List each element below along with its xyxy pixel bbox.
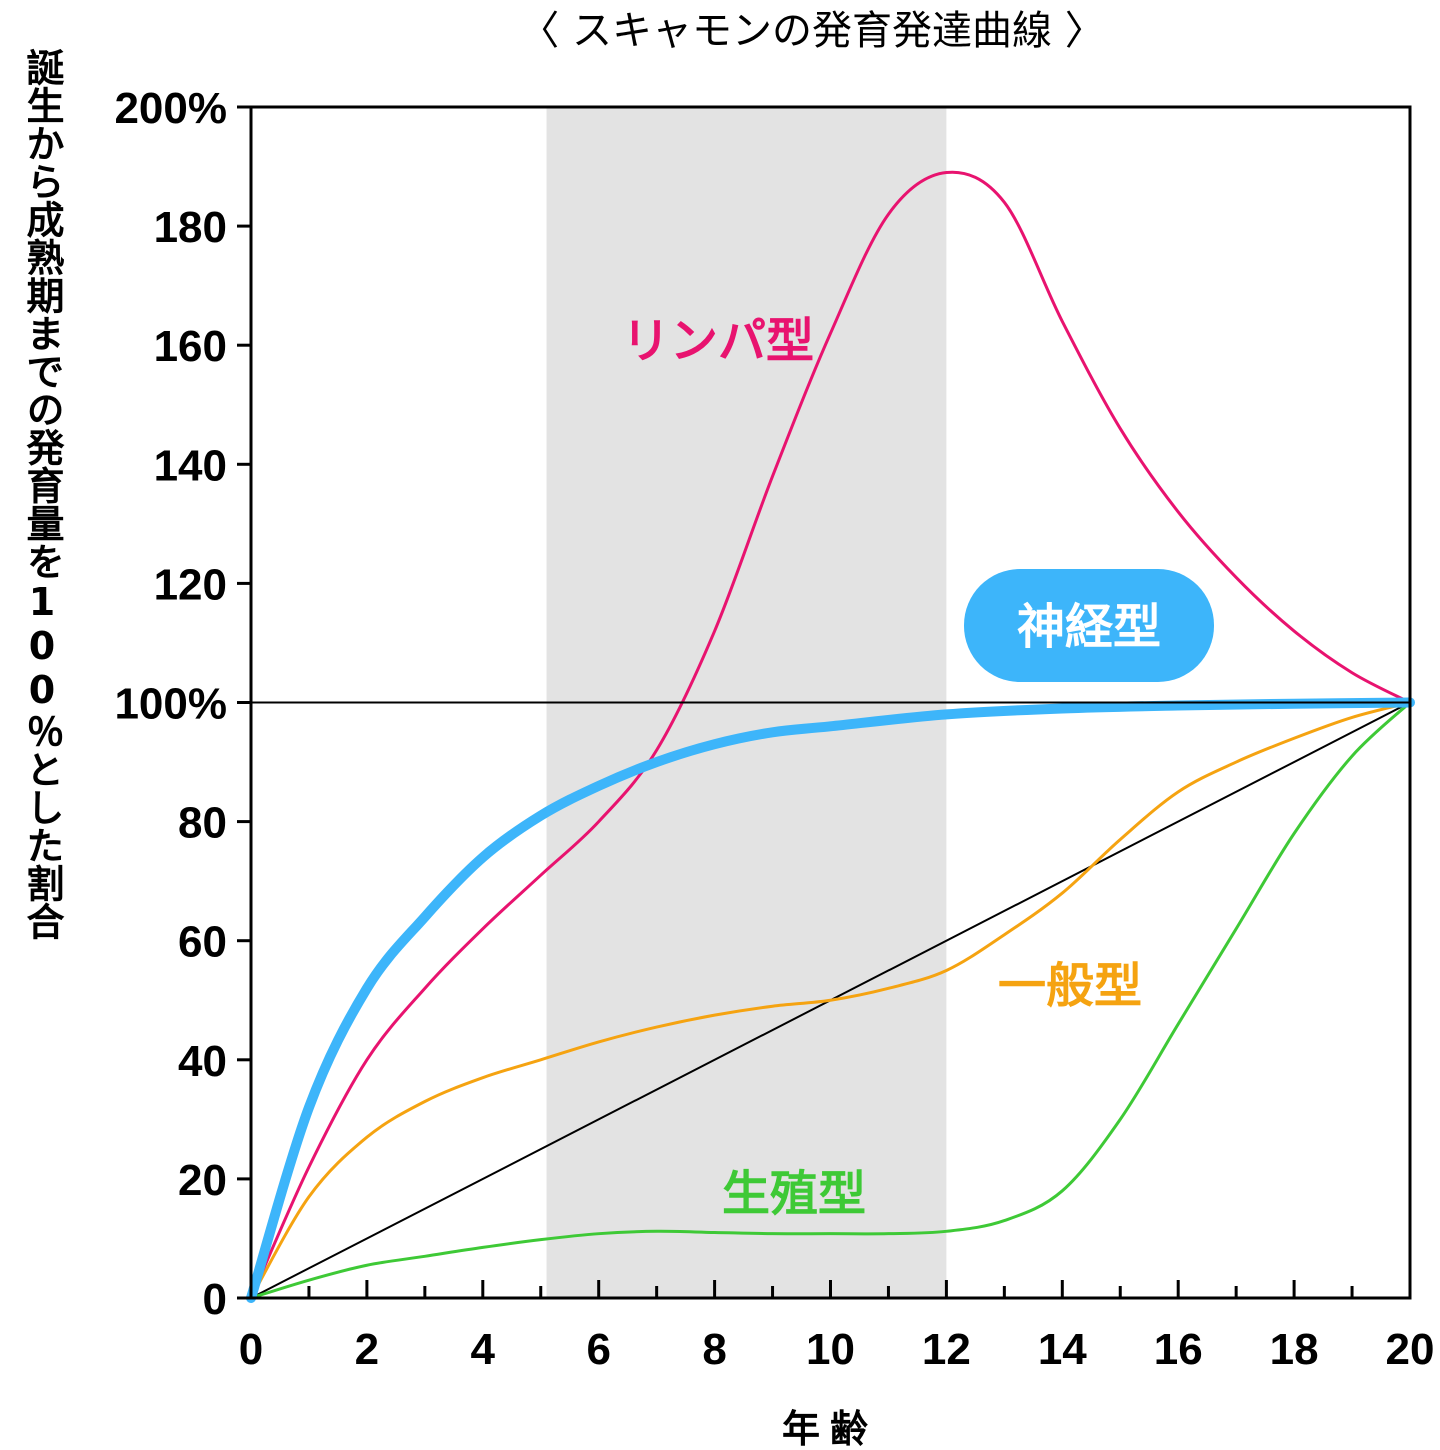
y-tick-label: 40 [178, 1037, 227, 1086]
y-tick-label: 180 [154, 203, 227, 252]
chart-title: 〈 スキャモンの発育発達曲線 〉 [519, 8, 1104, 54]
y-tick-label: 120 [154, 560, 227, 609]
x-tick-label: 2 [355, 1325, 379, 1374]
series-repro-line [249, 701, 1412, 1300]
y-tick-label: 140 [154, 441, 227, 490]
x-tick-label: 12 [922, 1325, 971, 1374]
y-tick-label: 0 [203, 1275, 227, 1324]
series-layer [246, 170, 1415, 1303]
y-tick-label: 20 [178, 1156, 227, 1205]
y-tick-label: 80 [178, 799, 227, 848]
y-tick-label: 100% [114, 680, 227, 729]
label-repro: 生殖型 [722, 1166, 866, 1222]
series-lymph-line [249, 170, 1412, 1300]
label-lymph: リンパ型 [622, 313, 814, 369]
label-general: 一般型 [998, 958, 1142, 1014]
x-tick-label: 16 [1154, 1325, 1203, 1374]
x-tick-label: 8 [702, 1325, 726, 1374]
x-tick-label: 4 [471, 1325, 496, 1374]
series-nerve-line [246, 697, 1415, 1303]
x-tick-label: 0 [239, 1325, 263, 1374]
x-axis-label: 年齢 [782, 1407, 878, 1450]
ticks-layer: 0 20 40 60 80 100% 120 140 160 180 200% 0 2 4 6 8 10 12 14… [114, 84, 1434, 1374]
y-tick-label: 200% [114, 84, 227, 133]
label-nerve: 神経型 [1017, 599, 1161, 655]
x-tick-label: 20 [1386, 1325, 1435, 1374]
label-nerve-badge [964, 569, 1214, 682]
x-tick-label: 6 [586, 1325, 610, 1374]
x-tick-label: 10 [806, 1325, 855, 1374]
x-tick-label: 18 [1270, 1325, 1319, 1374]
y-tick-label: 160 [154, 322, 227, 371]
series-general-line [249, 701, 1412, 1300]
x-tick-label: 14 [1038, 1325, 1087, 1374]
y-tick-label: 60 [178, 918, 227, 967]
y-axis-label: 誕生から成熟期までの発育量を100％とした割合 [20, 48, 64, 940]
